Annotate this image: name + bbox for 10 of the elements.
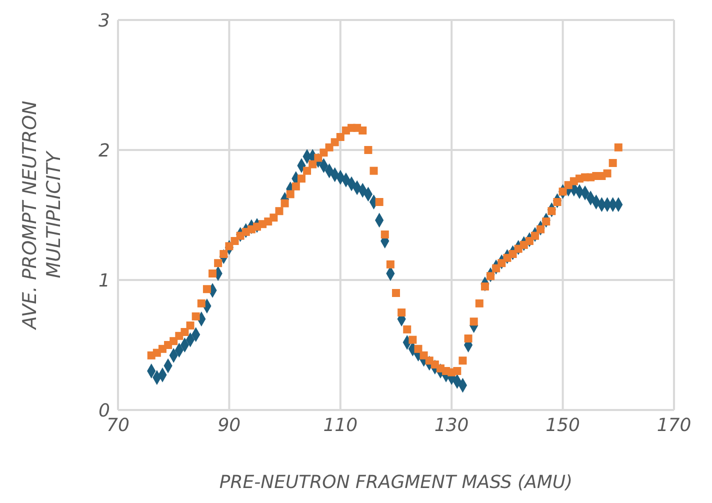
y-tick-label: 2 [98,140,110,162]
x-tick-label: 130 [434,414,469,436]
x-tick-label: 90 [218,414,241,436]
x-tick-label: 170 [656,414,692,436]
x-tick-label: 110 [323,414,358,436]
y-tick-label: 1 [98,270,110,292]
x-axis-title: PRE-NEUTRON FRAGMENT MASS (AMU) [219,472,573,493]
y-axis-title: AVE. PROMPT NEUTRON MULTIPLICITY [19,100,65,332]
x-tick-label: 150 [546,414,580,436]
y-tick-label: 3 [98,10,110,32]
